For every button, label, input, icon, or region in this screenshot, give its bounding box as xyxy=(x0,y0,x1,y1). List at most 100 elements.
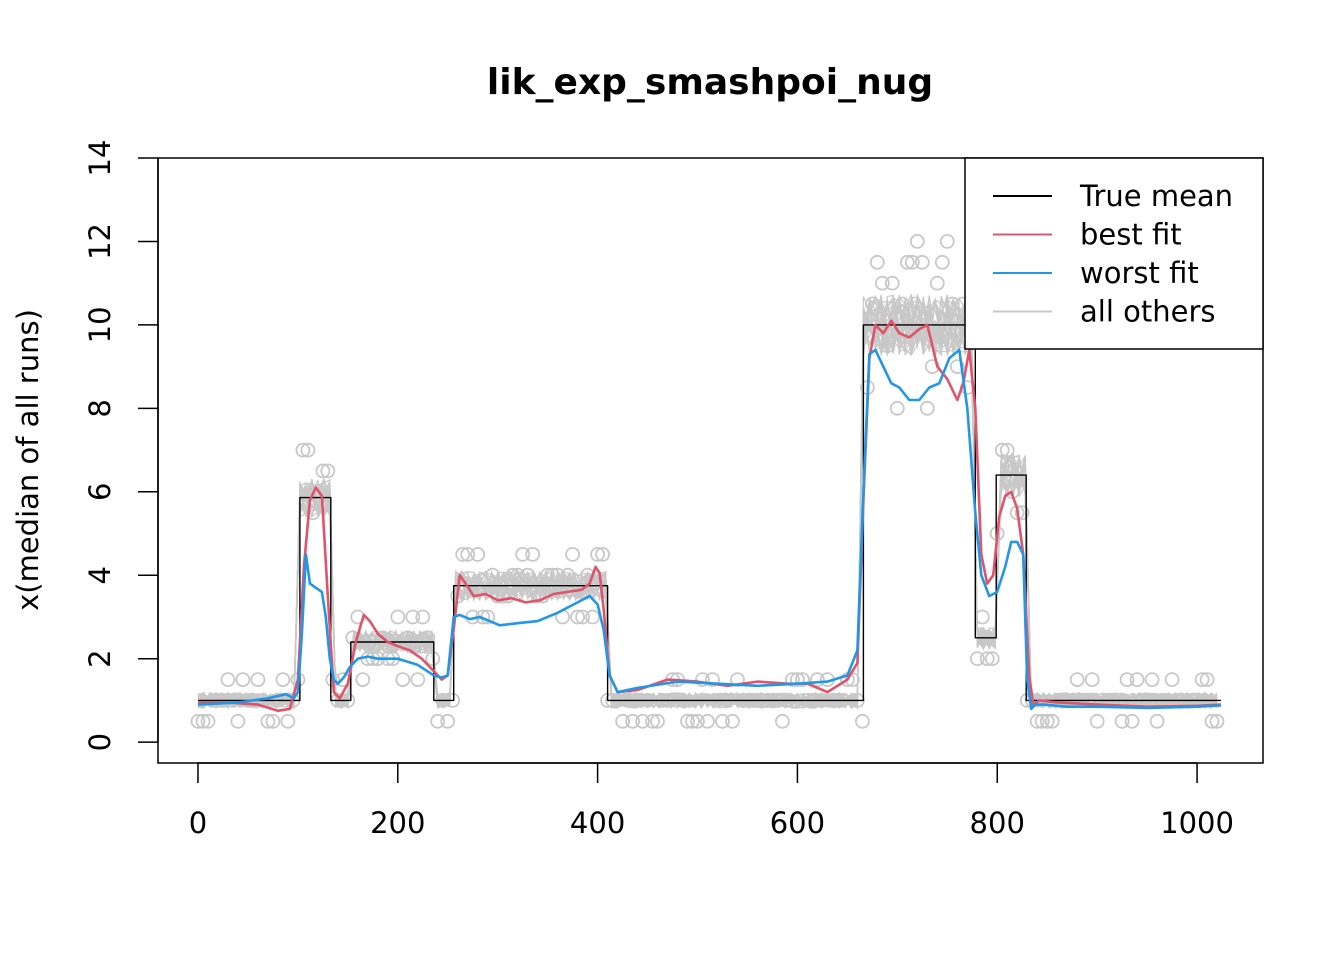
data-point xyxy=(1164,672,1180,687)
data-point xyxy=(999,442,1015,458)
data-point xyxy=(295,442,311,458)
data-point xyxy=(235,672,251,687)
data-point xyxy=(929,275,945,291)
y-tick-label: 10 xyxy=(83,306,117,343)
data-point xyxy=(944,296,960,312)
data-point xyxy=(1034,713,1050,729)
x-tick-label: 200 xyxy=(370,806,425,840)
data-point xyxy=(250,672,266,687)
y-tick-label: 8 xyxy=(83,399,117,417)
data-point xyxy=(515,547,531,562)
data-point xyxy=(415,609,431,625)
data-point xyxy=(595,547,610,562)
data-point xyxy=(495,588,511,604)
data-point xyxy=(305,505,321,521)
axes-layer: 0 200 400 600 800 1000 0 2 4 6 8 10 12 14 xyxy=(83,140,1234,840)
data-point xyxy=(1204,713,1220,729)
data-point xyxy=(460,547,476,562)
data-point xyxy=(470,547,486,562)
data-point xyxy=(195,713,211,729)
data-point xyxy=(1149,713,1165,729)
data-point xyxy=(190,713,206,729)
data-point xyxy=(909,233,925,249)
x-tick-label: 600 xyxy=(770,806,825,840)
data-point xyxy=(565,547,580,562)
y-tick-label: 6 xyxy=(83,483,117,501)
data-point xyxy=(705,672,720,687)
data-point xyxy=(220,672,236,687)
data-point xyxy=(1069,672,1085,687)
data-point xyxy=(315,463,331,479)
data-point xyxy=(525,547,541,562)
data-point xyxy=(934,254,950,270)
data-point xyxy=(939,233,955,249)
chart-title: lik_exp_smashpoi_nug xyxy=(487,62,933,103)
data-point xyxy=(300,442,316,458)
data-point xyxy=(869,254,885,270)
data-point xyxy=(355,672,371,687)
x-tick-label: 400 xyxy=(570,806,625,840)
data-point xyxy=(1199,672,1215,687)
data-point xyxy=(914,254,930,270)
data-point xyxy=(725,713,740,729)
data-point xyxy=(425,651,441,667)
data-point xyxy=(680,713,695,729)
x-tick-label: 800 xyxy=(970,806,1025,840)
data-point xyxy=(650,713,665,729)
data-point xyxy=(455,547,471,562)
data-point xyxy=(405,609,421,625)
data-point xyxy=(550,567,565,583)
legend-box xyxy=(964,157,1264,350)
y-tick-label: 4 xyxy=(83,566,117,584)
data-point xyxy=(1194,672,1210,687)
data-point xyxy=(1124,713,1140,729)
legend-label: best fit xyxy=(1080,218,1182,252)
data-point xyxy=(1039,713,1055,729)
data-point xyxy=(410,672,426,687)
data-point xyxy=(949,359,965,375)
data-point xyxy=(570,609,585,625)
y-tick-label: 2 xyxy=(83,649,117,667)
data-point xyxy=(585,609,600,625)
data-point xyxy=(690,713,705,729)
data-point xyxy=(919,400,935,416)
data-point xyxy=(810,672,825,687)
data-point xyxy=(700,713,715,729)
data-point xyxy=(879,338,895,354)
data-point xyxy=(485,567,501,583)
data-point xyxy=(375,630,391,646)
data-point xyxy=(520,567,536,583)
data-point xyxy=(874,275,890,291)
legend: True mean best fit worst fit all others xyxy=(964,157,1264,350)
data-point xyxy=(894,296,910,312)
data-point xyxy=(395,672,411,687)
data-point xyxy=(615,713,630,729)
data-point xyxy=(400,630,416,646)
data-point xyxy=(994,442,1010,458)
data-point xyxy=(645,713,660,729)
x-tick-label: 0 xyxy=(189,806,207,840)
data-point xyxy=(889,400,905,416)
data-point xyxy=(730,672,745,687)
other-fit-line xyxy=(197,294,1218,710)
data-point xyxy=(1089,713,1105,729)
data-point xyxy=(200,713,216,729)
data-point xyxy=(275,672,291,687)
data-point xyxy=(1144,672,1160,687)
data-point xyxy=(625,713,640,729)
data-point xyxy=(260,713,276,729)
data-point xyxy=(280,713,296,729)
data-point xyxy=(984,651,1000,667)
data-point xyxy=(320,463,336,479)
data-point xyxy=(265,713,281,729)
x-tick-label: 1000 xyxy=(1160,806,1234,840)
data-point xyxy=(785,672,800,687)
legend-label: all others xyxy=(1080,295,1215,329)
data-point xyxy=(1129,672,1145,687)
data-point xyxy=(390,609,406,625)
data-point xyxy=(510,567,526,583)
data-point xyxy=(1044,713,1060,729)
data-point xyxy=(430,713,446,729)
data-point xyxy=(560,567,575,583)
data-point xyxy=(580,567,595,583)
